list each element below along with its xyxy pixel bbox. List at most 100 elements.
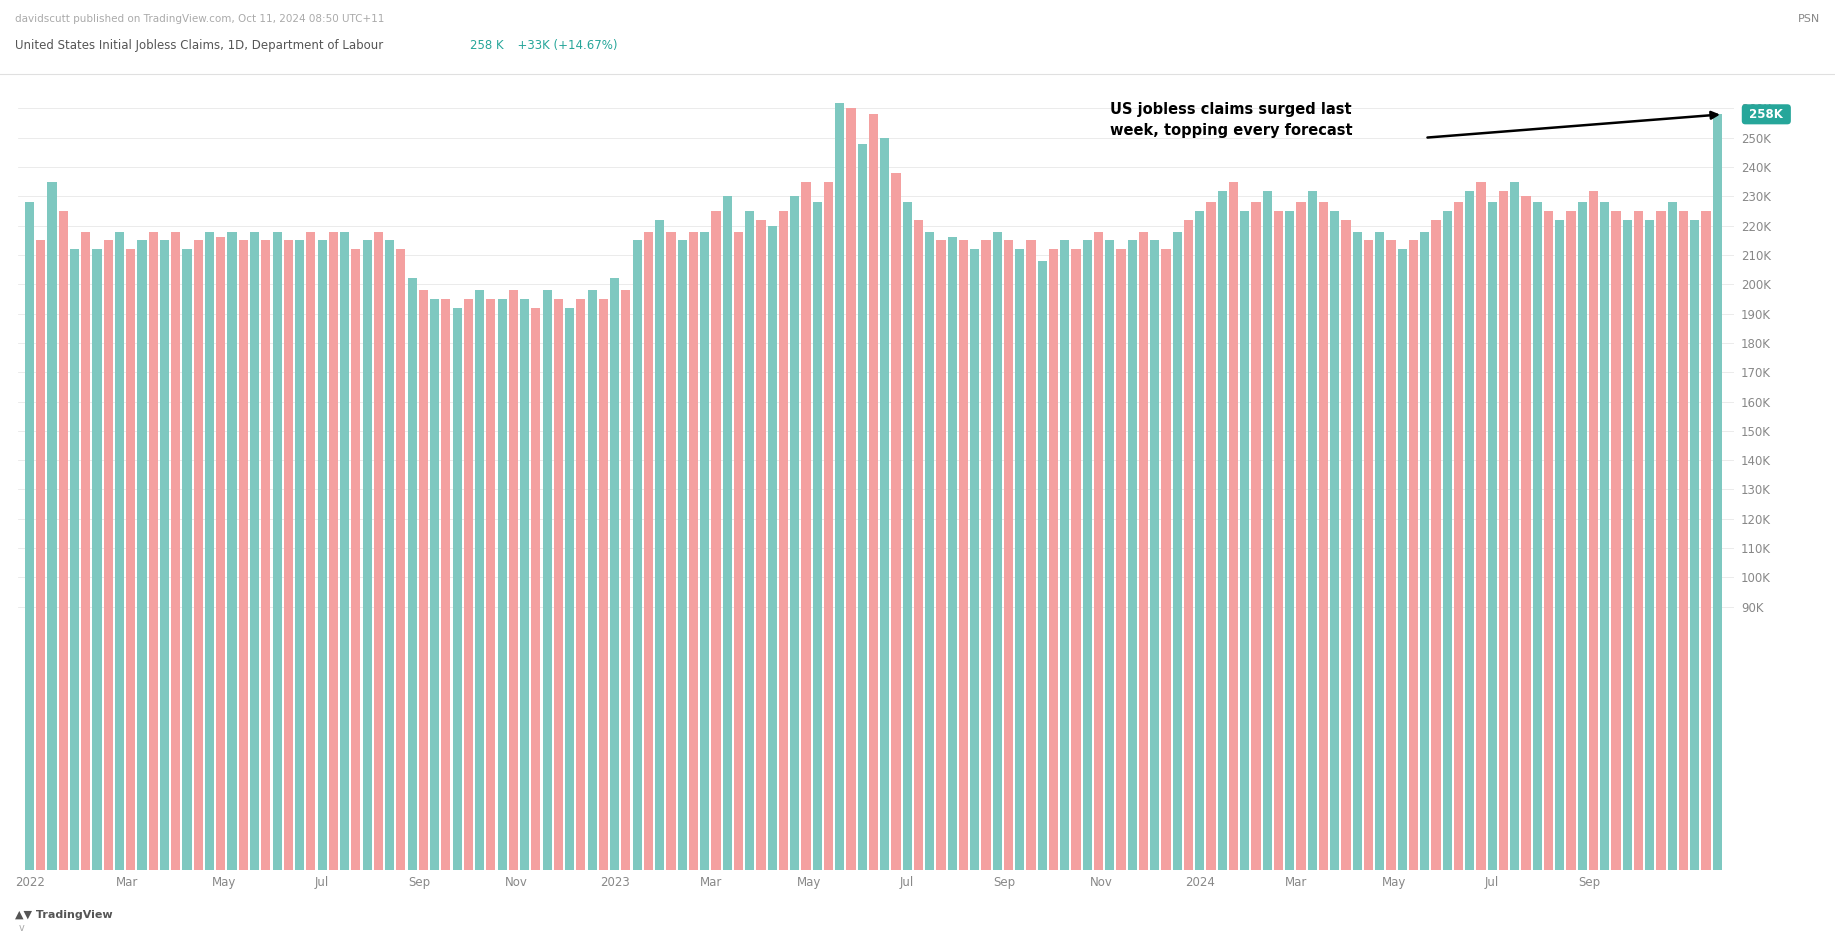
Bar bbox=[982, 240, 991, 870]
Bar bbox=[105, 240, 114, 870]
Bar bbox=[1385, 240, 1396, 870]
Text: PSN: PSN bbox=[1798, 14, 1820, 24]
Bar bbox=[1611, 211, 1620, 870]
Bar bbox=[1037, 261, 1046, 870]
Bar bbox=[1083, 240, 1092, 870]
Bar bbox=[1657, 211, 1666, 870]
Bar bbox=[936, 240, 945, 870]
Bar bbox=[1352, 232, 1362, 870]
Bar bbox=[228, 232, 237, 870]
Bar bbox=[677, 240, 686, 870]
Bar bbox=[1061, 240, 1070, 870]
Bar bbox=[363, 240, 373, 870]
Bar bbox=[1398, 250, 1407, 870]
Bar bbox=[824, 182, 833, 870]
Bar bbox=[250, 232, 259, 870]
Bar bbox=[791, 196, 800, 870]
Bar bbox=[892, 173, 901, 870]
Bar bbox=[1116, 250, 1125, 870]
Bar bbox=[1094, 232, 1103, 870]
Bar bbox=[835, 102, 844, 870]
Bar bbox=[37, 240, 46, 870]
Bar bbox=[1633, 211, 1642, 870]
Bar bbox=[1701, 211, 1710, 870]
Bar bbox=[1296, 202, 1305, 870]
Bar bbox=[182, 250, 191, 870]
Bar bbox=[1162, 250, 1171, 870]
Bar bbox=[1453, 202, 1462, 870]
Bar bbox=[149, 232, 158, 870]
Bar bbox=[486, 299, 495, 870]
Bar bbox=[1578, 202, 1587, 870]
Bar bbox=[1690, 220, 1699, 870]
Bar bbox=[1589, 191, 1598, 870]
Bar bbox=[745, 211, 754, 870]
Bar bbox=[1646, 220, 1655, 870]
Text: 258 K: 258 K bbox=[470, 39, 503, 52]
Bar bbox=[1105, 240, 1114, 870]
Bar bbox=[688, 232, 697, 870]
Bar bbox=[1499, 191, 1508, 870]
Text: US jobless claims surged last
week, topping every forecast: US jobless claims surged last week, topp… bbox=[1110, 102, 1352, 138]
Bar bbox=[734, 232, 743, 870]
Bar bbox=[587, 290, 596, 870]
Bar bbox=[1668, 202, 1677, 870]
Bar bbox=[1151, 240, 1160, 870]
Bar bbox=[971, 250, 980, 870]
Bar bbox=[171, 232, 180, 870]
Bar bbox=[1600, 202, 1609, 870]
Bar bbox=[947, 237, 956, 870]
Bar bbox=[598, 299, 607, 870]
Bar bbox=[475, 290, 484, 870]
Bar bbox=[1420, 232, 1429, 870]
Bar bbox=[914, 220, 923, 870]
Bar bbox=[633, 240, 642, 870]
Bar bbox=[1015, 250, 1024, 870]
Bar bbox=[1026, 240, 1035, 870]
Bar bbox=[453, 308, 462, 870]
Bar bbox=[699, 232, 710, 870]
Bar bbox=[396, 250, 406, 870]
Bar bbox=[554, 299, 563, 870]
Bar bbox=[881, 138, 890, 870]
Bar bbox=[1262, 191, 1272, 870]
Bar bbox=[565, 308, 574, 870]
Bar bbox=[48, 182, 57, 870]
Bar bbox=[350, 250, 360, 870]
Bar bbox=[1050, 250, 1059, 870]
Bar bbox=[666, 232, 675, 870]
Bar bbox=[1240, 211, 1250, 870]
Bar bbox=[306, 232, 316, 870]
Bar bbox=[1173, 232, 1182, 870]
Bar bbox=[1127, 240, 1136, 870]
Bar bbox=[284, 240, 294, 870]
Bar bbox=[59, 211, 68, 870]
Bar bbox=[857, 143, 866, 870]
Bar bbox=[317, 240, 327, 870]
Bar bbox=[1072, 250, 1081, 870]
Bar bbox=[206, 232, 215, 870]
Bar bbox=[712, 211, 721, 870]
Bar bbox=[1543, 211, 1552, 870]
Bar bbox=[925, 232, 934, 870]
Bar bbox=[813, 202, 822, 870]
Bar bbox=[1409, 240, 1418, 870]
Bar bbox=[464, 299, 473, 870]
Bar bbox=[576, 299, 585, 870]
Text: +33K (+14.67%): +33K (+14.67%) bbox=[510, 39, 618, 52]
Bar bbox=[1140, 232, 1149, 870]
Bar bbox=[993, 232, 1002, 870]
Bar bbox=[195, 240, 204, 870]
Bar bbox=[1679, 211, 1688, 870]
Bar bbox=[1510, 182, 1519, 870]
Bar bbox=[70, 250, 79, 870]
Bar bbox=[26, 202, 35, 870]
Bar bbox=[160, 240, 169, 870]
Bar bbox=[756, 220, 765, 870]
Bar bbox=[1488, 202, 1497, 870]
Bar bbox=[138, 240, 147, 870]
Bar bbox=[1532, 202, 1541, 870]
Bar bbox=[1521, 196, 1530, 870]
Bar bbox=[1431, 220, 1440, 870]
Bar bbox=[1341, 220, 1351, 870]
